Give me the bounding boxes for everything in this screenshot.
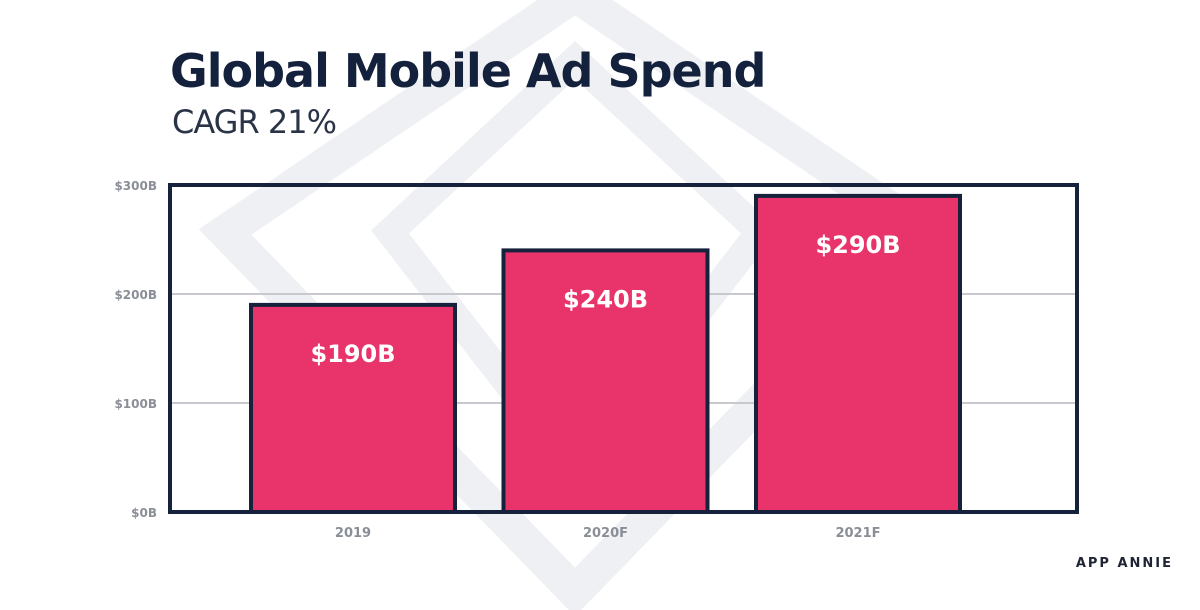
- y-tick-label: $300B: [114, 179, 157, 193]
- x-tick-label: 2019: [335, 526, 371, 541]
- bar-value-label: $290B: [815, 231, 900, 259]
- x-tick-label: 2021F: [835, 526, 880, 541]
- chart-title: Global Mobile Ad Spend: [170, 44, 766, 98]
- bar-2019: [249, 302, 457, 514]
- bar-value-label: $240B: [563, 285, 648, 313]
- plot-frame: [168, 183, 1079, 514]
- y-tick-label: $100B: [114, 397, 157, 411]
- bar-value-labels: $190B $240B $290B: [310, 231, 900, 368]
- y-tick-label: $200B: [114, 288, 157, 302]
- brand-logo-text: APP ANNIE: [1075, 556, 1173, 571]
- chart-subtitle: CAGR 21%: [172, 103, 337, 141]
- y-axis-ticks: $0B $100B $200B $300B: [114, 179, 157, 520]
- x-tick-label: 2020F: [583, 526, 628, 541]
- bar-value-label: $190B: [310, 340, 395, 368]
- y-tick-label: $0B: [131, 506, 157, 520]
- x-axis-ticks: 2019 2020F 2021F: [335, 526, 881, 541]
- bar-2020f: [501, 248, 710, 514]
- watermark-outer-diamond: [198, 0, 952, 610]
